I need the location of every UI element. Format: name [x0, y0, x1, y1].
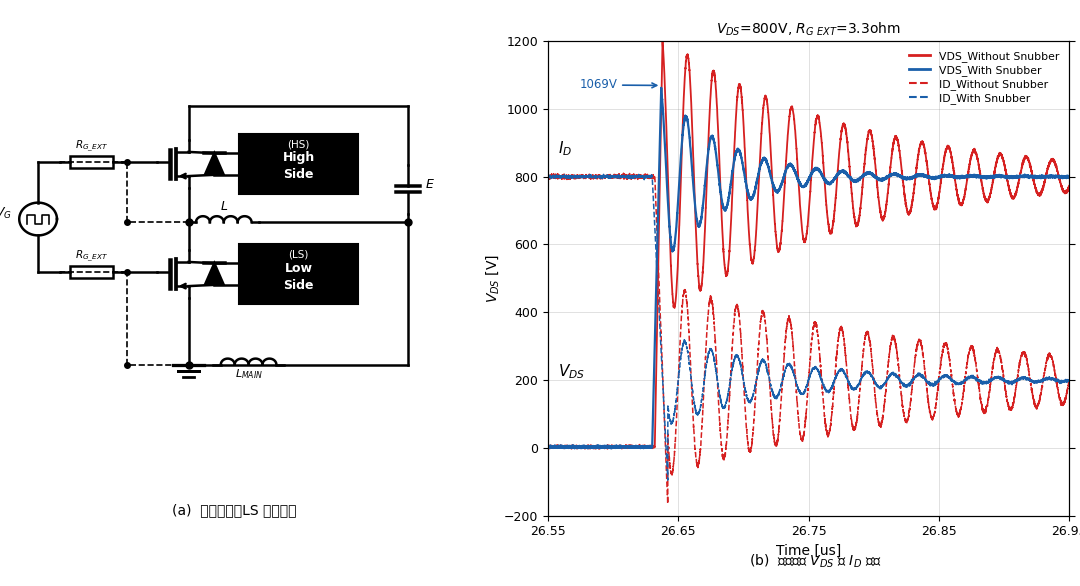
Text: $L_{MAIN}$: $L_{MAIN}$ [234, 367, 262, 381]
Text: (LS): (LS) [288, 250, 309, 260]
Polygon shape [205, 263, 224, 285]
Text: (HS): (HS) [287, 139, 310, 149]
Text: Side: Side [283, 279, 314, 292]
Bar [239, 244, 359, 304]
Text: $V_G$: $V_G$ [0, 206, 12, 221]
Legend: VDS_Without Snubber, VDS_With Snubber, ID_Without Snubber, ID_With Snubber: VDS_Without Snubber, VDS_With Snubber, I… [904, 46, 1064, 108]
Text: $L$: $L$ [219, 200, 228, 213]
Y-axis label: $V_{DS}$ [V]: $V_{DS}$ [V] [484, 254, 501, 303]
Text: $E$: $E$ [426, 178, 435, 190]
Text: High: High [283, 151, 315, 163]
Text: $V_{DS}$: $V_{DS}$ [558, 363, 585, 381]
Bar [239, 134, 359, 194]
Text: $R_{G\_EXT}$: $R_{G\_EXT}$ [75, 249, 108, 264]
Text: 1069V: 1069V [579, 79, 657, 91]
Text: (a)  测量电路（LS 侧开关）: (a) 测量电路（LS 侧开关） [172, 503, 296, 517]
Title: $V_{DS}$=800V, $R_{G\ EXT}$=3.3ohm: $V_{DS}$=800V, $R_{G\ EXT}$=3.3ohm [716, 21, 901, 39]
X-axis label: Time [us]: Time [us] [775, 544, 841, 558]
Bar [70, 266, 112, 278]
Text: (b)  关断时的 $V_{DS}$ 和 $I_D$ 波形: (b) 关断时的 $V_{DS}$ 和 $I_D$ 波形 [750, 553, 881, 570]
Text: $R_{G\_EXT}$: $R_{G\_EXT}$ [75, 139, 108, 155]
Bar [70, 156, 112, 168]
Text: Low: Low [285, 262, 313, 275]
Polygon shape [205, 153, 224, 175]
Text: $I_D$: $I_D$ [558, 139, 572, 158]
Text: Side: Side [283, 168, 314, 181]
